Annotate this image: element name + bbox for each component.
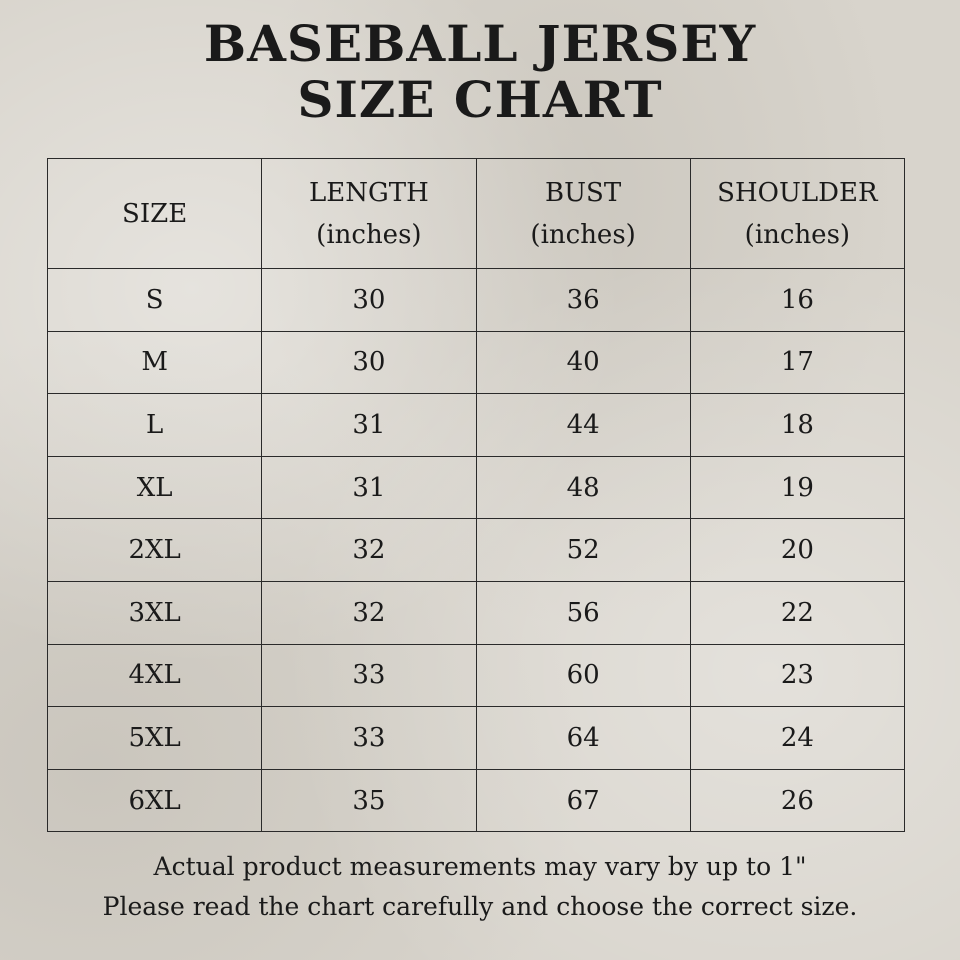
table-cell: 32 xyxy=(261,580,477,645)
table-cell: 44 xyxy=(475,393,691,457)
table-row: XL 31 48 19 xyxy=(46,455,906,520)
table-row: 3XL 32 56 22 xyxy=(46,580,906,645)
column-header-length: LENGTH (inches) xyxy=(261,158,477,269)
table-cell: M xyxy=(46,330,263,395)
table-cell: S xyxy=(46,268,263,332)
column-header-label: SHOULDER xyxy=(717,177,878,208)
table-row: M 30 40 17 xyxy=(46,330,906,395)
table-header-row: SIZE LENGTH (inches) BUST (inches) SHOULDER (i… xyxy=(46,158,906,269)
column-header-size: SIZE xyxy=(46,158,263,269)
table-cell: 40 xyxy=(475,330,691,395)
column-header-unit: (inches) xyxy=(530,219,636,250)
table-cell: 60 xyxy=(475,643,691,708)
table-cell: 64 xyxy=(475,706,691,770)
table-cell: 22 xyxy=(689,580,906,645)
column-header-unit: (inches) xyxy=(316,219,422,250)
table-cell: 20 xyxy=(689,518,906,582)
table-cell: 23 xyxy=(689,643,906,708)
table-cell: 16 xyxy=(689,268,906,332)
table-row: L 31 44 18 xyxy=(46,393,906,457)
table-cell: 18 xyxy=(689,393,906,457)
table-cell: 33 xyxy=(261,706,477,770)
table-cell: 32 xyxy=(261,518,477,582)
table-cell: 31 xyxy=(261,393,477,457)
table-row: 4XL 33 60 23 xyxy=(46,643,906,708)
table-row: S 30 36 16 xyxy=(46,268,906,332)
table-row: 2XL 32 52 20 xyxy=(46,518,906,582)
table-cell: XL xyxy=(46,455,263,520)
title-line-2: SIZE CHART xyxy=(297,70,663,129)
table-cell: 2XL xyxy=(46,518,263,582)
table-cell: 36 xyxy=(475,268,691,332)
title-line-1: BASEBALL JERSEY xyxy=(203,14,757,73)
table-cell: 4XL xyxy=(46,643,263,708)
column-header-bust: BUST (inches) xyxy=(475,158,691,269)
table-cell: 6XL xyxy=(46,768,263,833)
table-cell: L xyxy=(46,393,263,457)
footer-note-1: Actual product measurements may vary by … xyxy=(153,852,807,881)
table-cell: 48 xyxy=(475,455,691,520)
table-row: 5XL 33 64 24 xyxy=(46,706,906,770)
column-header-shoulder: SHOULDER (inches) xyxy=(689,158,906,269)
column-header-label: BUST xyxy=(545,177,622,208)
table-cell: 3XL xyxy=(46,580,263,645)
size-chart-table: SIZE LENGTH (inches) BUST (inches) SHOULDER (i… xyxy=(46,158,906,833)
column-header-label: LENGTH xyxy=(308,177,429,208)
table-cell: 30 xyxy=(261,330,477,395)
table-cell: 67 xyxy=(475,768,691,833)
table-cell: 19 xyxy=(689,455,906,520)
table-cell: 26 xyxy=(689,768,906,833)
table-cell: 5XL xyxy=(46,706,263,770)
table-cell: 24 xyxy=(689,706,906,770)
column-header-unit: (inches) xyxy=(744,219,851,250)
table-cell: 52 xyxy=(475,518,691,582)
table-cell: 56 xyxy=(475,580,691,645)
table-cell: 35 xyxy=(261,768,477,833)
table-cell: 30 xyxy=(261,268,477,332)
table-cell: 17 xyxy=(689,330,906,395)
table-cell: 31 xyxy=(261,455,477,520)
table-row: 6XL 35 67 26 xyxy=(46,768,906,833)
column-header-label: SIZE xyxy=(122,198,188,229)
table-cell: 33 xyxy=(261,643,477,708)
footer-note-2: Please read the chart carefully and choo… xyxy=(102,892,858,921)
